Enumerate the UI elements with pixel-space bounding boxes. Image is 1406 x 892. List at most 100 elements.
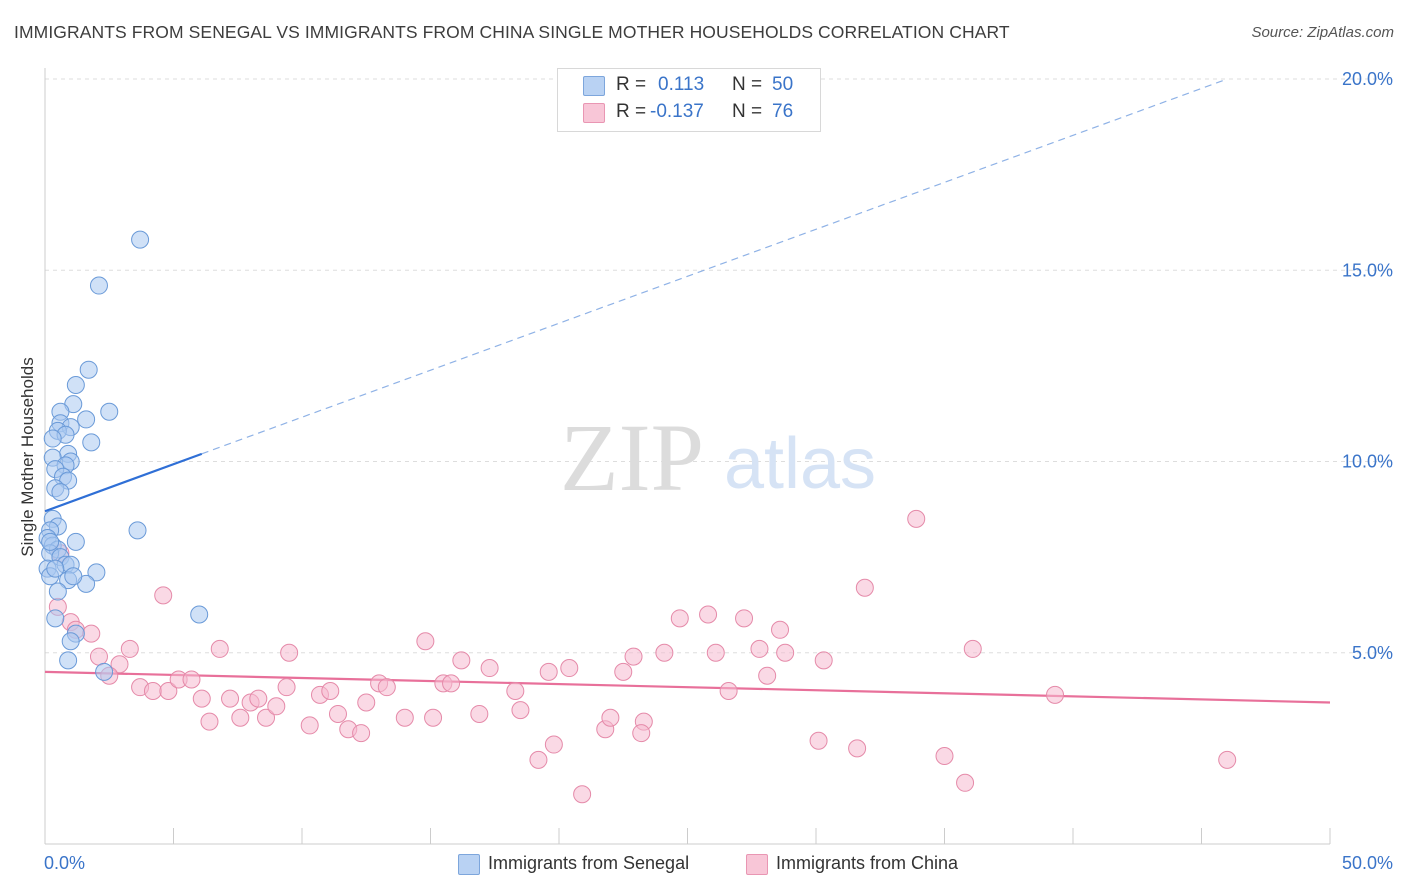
senegal-point <box>59 651 78 670</box>
china-point <box>210 639 229 658</box>
senegal-point <box>131 230 150 249</box>
china-point <box>110 655 129 674</box>
n-label: N = <box>732 74 763 95</box>
senegal-point <box>128 521 147 540</box>
watermark: ZIP atlas <box>560 404 876 511</box>
y-tick-label: 20.0% <box>1342 69 1393 89</box>
china-point <box>452 651 471 670</box>
china-point <box>750 639 769 658</box>
china-point <box>809 731 828 750</box>
china-point <box>442 674 461 693</box>
senegal-point <box>66 532 85 551</box>
china-point <box>416 632 435 651</box>
senegal-point <box>82 433 101 452</box>
china-point <box>735 609 754 628</box>
china-point <box>1046 685 1065 704</box>
china-point <box>200 712 219 731</box>
china-point <box>143 682 162 700</box>
china-point <box>632 724 651 743</box>
watermark-zip: ZIP <box>560 404 704 511</box>
n-label: N = <box>732 101 763 122</box>
china-point <box>321 682 340 700</box>
china-point <box>82 624 101 643</box>
china-point <box>300 716 319 735</box>
senegal-point <box>46 559 65 578</box>
data-points <box>38 230 1237 804</box>
china-legend-label: Immigrants from China <box>776 853 959 873</box>
china-point <box>670 609 689 628</box>
china-point <box>776 643 795 662</box>
china-point <box>424 708 443 727</box>
china-point <box>1218 750 1237 769</box>
series-legend: Immigrants from Senegal Immigrants from … <box>0 852 1406 878</box>
senegal-legend-label: Immigrants from Senegal <box>488 853 690 873</box>
china-point <box>267 697 286 716</box>
senegal-point <box>66 376 85 394</box>
china-point <box>544 735 563 754</box>
china-point <box>480 659 499 678</box>
x-tick-label: 50.0% <box>1342 853 1393 873</box>
senegal-point <box>51 483 70 502</box>
china-point <box>231 708 250 727</box>
senegal-trend-line <box>44 452 203 513</box>
r-label: R = <box>616 74 647 95</box>
correlation-legend: R = 0.113 N = 50 R = -0.137 N = 76 <box>557 68 821 132</box>
china-point <box>624 647 643 666</box>
senegal-r-value: 0.113 <box>658 74 705 95</box>
china-point <box>758 666 777 685</box>
source-credit: Source: ZipAtlas.com <box>1251 24 1394 41</box>
china-point <box>706 643 725 662</box>
senegal-point <box>87 563 106 582</box>
senegal-point <box>89 276 108 295</box>
senegal-point <box>41 532 60 551</box>
china-point <box>814 651 833 670</box>
china-point <box>89 647 108 666</box>
gridlines <box>45 78 1392 654</box>
china-legend-swatch <box>746 854 768 875</box>
china-point <box>377 678 396 697</box>
china-point <box>848 739 867 758</box>
china-point <box>699 605 718 624</box>
china-point <box>277 678 296 697</box>
senegal-point <box>48 582 67 601</box>
china-point <box>506 682 525 700</box>
china-point <box>935 747 954 766</box>
china-point <box>470 704 489 723</box>
watermark-atlas: atlas <box>724 424 876 504</box>
china-point <box>221 689 240 708</box>
china-point <box>907 509 926 528</box>
senegal-legend-swatch <box>458 854 480 875</box>
china-point <box>249 689 268 708</box>
china-point <box>719 682 738 700</box>
china-point <box>395 708 414 727</box>
senegal-point <box>95 662 114 681</box>
senegal-point <box>79 360 98 379</box>
senegal-point <box>46 609 65 628</box>
china-point <box>352 724 371 743</box>
china-point <box>539 662 558 681</box>
china-point <box>601 708 620 727</box>
y-tick-label: 10.0% <box>1342 452 1393 472</box>
senegal-point <box>61 632 80 651</box>
trend-lines <box>44 78 1331 704</box>
china-point <box>655 643 674 662</box>
china-point <box>154 586 173 605</box>
china-point <box>357 693 376 712</box>
china-point <box>257 708 276 727</box>
china-point <box>159 682 178 700</box>
senegal-trend-extension <box>201 78 1228 455</box>
china-swatch <box>583 103 605 123</box>
senegal-swatch <box>583 76 605 96</box>
china-point <box>956 773 975 792</box>
china-r-value: -0.137 <box>650 101 704 122</box>
china-point <box>120 639 139 658</box>
senegal-point <box>77 410 96 429</box>
china-n-value: 76 <box>772 101 794 122</box>
y-tick-label: 5.0% <box>1352 643 1393 663</box>
y-tick-label: 15.0% <box>1342 260 1393 280</box>
china-point <box>573 785 592 804</box>
tick-labels: 5.0% 10.0% 15.0% 20.0% 0.0% 50.0% <box>44 69 1393 873</box>
senegal-point <box>190 605 209 624</box>
china-point <box>560 659 579 678</box>
